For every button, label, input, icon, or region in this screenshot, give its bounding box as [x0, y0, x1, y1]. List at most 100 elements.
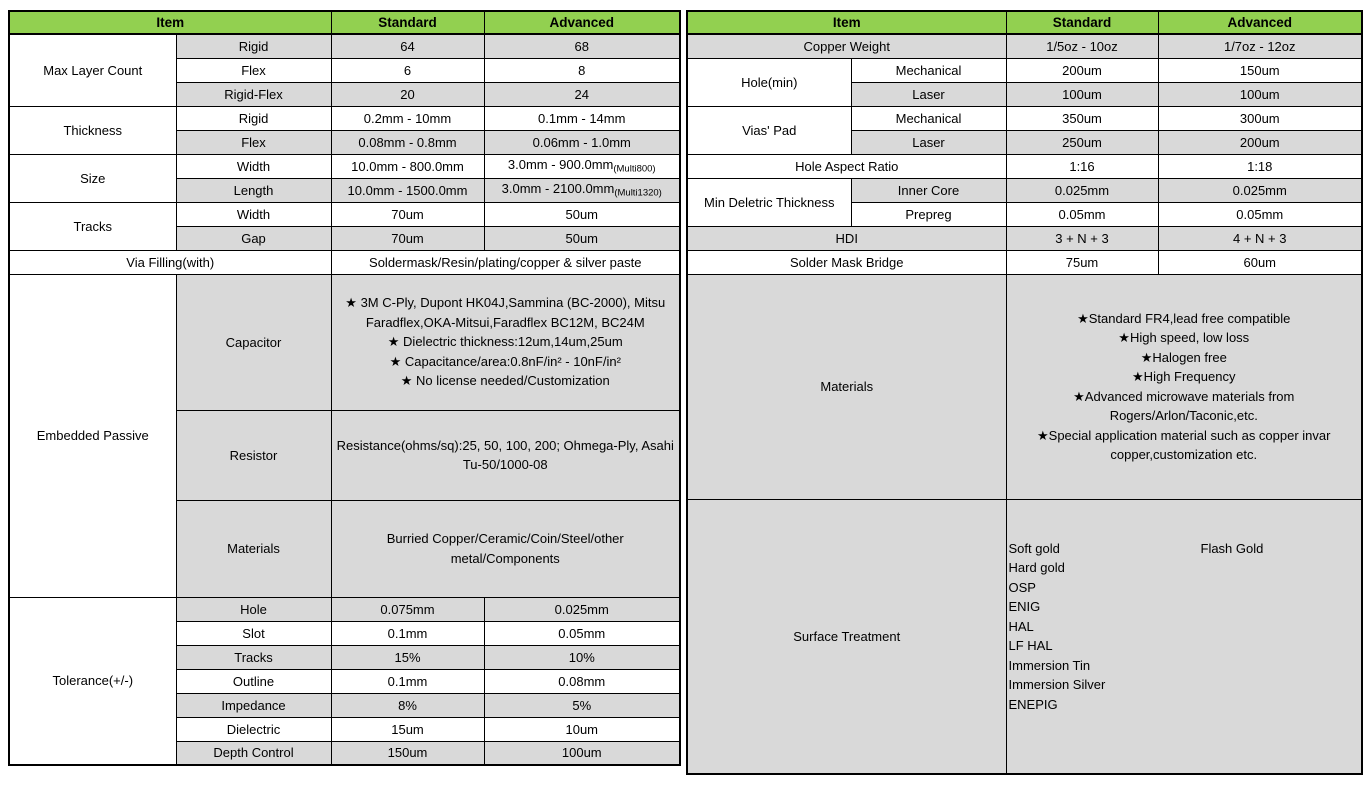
sub-item-label-cell: Flex [175, 57, 332, 83]
standard-value-cell: 15% [330, 644, 485, 670]
standard-value-cell: 64 [330, 33, 485, 59]
advanced-value-cell: 50um [483, 201, 681, 227]
standard-value-cell: 100um [1005, 81, 1159, 107]
spec-tables-container: Item Standard Advanced Max Layer Count R… [8, 10, 1366, 775]
table-row: Min Deletric Thickness Inner Core 0.025m… [686, 177, 1363, 227]
group-label-hdi: HDI [686, 225, 1007, 251]
table-row: HDI 3 + N + 3 4 + N + 3 [686, 225, 1363, 251]
sub-item-label-materials: Materials [175, 499, 332, 598]
left-col-header-standard: Standard [330, 10, 485, 35]
standard-value-cell: 0.025mm [1005, 177, 1159, 203]
advanced-value-cell: 5% [483, 692, 681, 718]
advanced-value-cell: 10um [483, 716, 681, 742]
sub-item-label-cell: Gap [175, 225, 332, 251]
advanced-value-cell: 0.1mm - 14mm [483, 105, 681, 131]
right-spec-table: Item Standard Advanced Copper Weight 1/5… [686, 10, 1363, 775]
right-col-header-advanced: Advanced [1157, 10, 1363, 35]
group-label-min-deletric-thickness: Min Deletric Thickness [686, 177, 852, 227]
group-label-solder-mask-bridge: Solder Mask Bridge [686, 249, 1007, 275]
table-row: Copper Weight 1/5oz - 10oz 1/7oz - 12oz [686, 33, 1363, 59]
standard-value-cell: 150um [330, 740, 485, 766]
table-row: Solder Mask Bridge 75um 60um [686, 249, 1363, 275]
sub-item-label-cell: Laser [850, 129, 1007, 155]
table-row: Prepreg 0.05mm 0.05mm [687, 201, 1363, 227]
group-label-thickness: Thickness [8, 105, 177, 155]
standard-value-cell: 75um [1005, 249, 1159, 275]
table-row: Hole Aspect Ratio 1:16 1:18 [686, 153, 1363, 179]
advanced-value-cell: 4 + N + 3 [1157, 225, 1363, 251]
table-row: Via Filling(with) Soldermask/Resin/plati… [8, 249, 681, 275]
table-row: Tracks 15% 10% [9, 644, 681, 670]
group-label-copper-weight: Copper Weight [686, 33, 1007, 59]
sub-item-label-cell: Flex [175, 129, 332, 155]
group-label-max-layer-count: Max Layer Count [8, 33, 177, 107]
table-row: Depth Control 150um 100um [9, 740, 681, 766]
group-label-embedded-passive: Embedded Passive [8, 273, 177, 598]
standard-value-cell: 250um [1005, 129, 1159, 155]
sub-item-label-capacitor: Capacitor [175, 273, 332, 411]
advanced-value-subscript: (Multi1320) [614, 187, 662, 199]
sub-item-label-cell: Impedance [175, 692, 332, 718]
advanced-value-cell: 0.025mm [483, 596, 681, 622]
standard-value-cell: 6 [330, 57, 485, 83]
standard-value-cell: 350um [1005, 105, 1159, 131]
sub-item-label-cell: Mechanical [850, 105, 1007, 131]
advanced-value-cell: 200um [1157, 129, 1363, 155]
standard-value-cell: 0.075mm [330, 596, 485, 622]
standard-value-cell: 15um [330, 716, 485, 742]
advanced-value-cell: 3.0mm - 2100.0mm(Multi1320) [483, 177, 681, 203]
advanced-value-cell: 8 [483, 57, 681, 83]
advanced-value-cell: 0.06mm - 1.0mm [483, 129, 681, 155]
sub-item-label-cell: Laser [850, 81, 1007, 107]
table-row: Size Width 10.0mm - 800.0mm 3.0mm - 900.… [8, 153, 681, 203]
table-row: Dielectric 15um 10um [9, 716, 681, 742]
standard-value-cell: 10.0mm - 1500.0mm [330, 177, 485, 203]
standard-value-cell: 0.05mm [1005, 201, 1159, 227]
table-row: Flex 6 8 [9, 57, 681, 83]
advanced-value-cell: 100um [483, 740, 681, 766]
group-label-size: Size [8, 153, 177, 203]
left-col-header-item: Item [8, 10, 332, 35]
left-header-row: Item Standard Advanced [8, 10, 681, 35]
group-label-materials: Materials [686, 273, 1007, 500]
standard-value-cell: 10.0mm - 800.0mm [330, 153, 485, 179]
surface-treatment-list-wrap: Soft gold Hard gold OSP ENIG HAL LF HAL … [1009, 519, 1360, 753]
sub-item-label-resistor: Resistor [175, 409, 332, 501]
table-row: Surface Treatment Soft gold Hard gold OS… [686, 498, 1363, 774]
sub-item-label-cell: Length [175, 177, 332, 203]
advanced-value-text: 3.0mm - 900.0mm [507, 157, 614, 173]
sub-item-label-cell: Width [175, 153, 332, 179]
standard-value-cell: 1:16 [1005, 153, 1159, 179]
table-row: Hole(min) Mechanical 200um 150um [686, 57, 1363, 107]
right-col-header-item: Item [686, 10, 1007, 35]
right-col-header-standard: Standard [1005, 10, 1159, 35]
left-col-header-advanced: Advanced [483, 10, 681, 35]
table-row: Flex 0.08mm - 0.8mm 0.06mm - 1.0mm [9, 129, 681, 155]
advanced-value-cell: 68 [483, 33, 681, 59]
advanced-value-cell: 0.05mm [1157, 201, 1363, 227]
table-row: Embedded Passive Capacitor ★ 3M C-Ply, D… [8, 273, 681, 598]
standard-value-cell: 0.2mm - 10mm [330, 105, 485, 131]
standard-value-cell: 8% [330, 692, 485, 718]
surface-treatment-details-cell: Soft gold Hard gold OSP ENIG HAL LF HAL … [1005, 498, 1363, 774]
advanced-value-cell: 24 [483, 81, 681, 107]
group-label-surface-treatment: Surface Treatment [686, 498, 1007, 774]
standard-value-cell: 0.1mm [330, 620, 485, 646]
sub-item-label-cell: Tracks [175, 644, 332, 670]
sub-item-label-cell: Dielectric [175, 716, 332, 742]
surface-treatment-flash-gold: Flash Gold [1200, 541, 1264, 556]
table-row: Tolerance(+/-) Hole 0.075mm 0.025mm [8, 596, 681, 766]
table-row: Resistor Resistance(ohms/sq):25, 50, 100… [9, 409, 681, 501]
advanced-value-cell: 1:18 [1157, 153, 1363, 179]
sub-item-label-cell: Rigid [175, 33, 332, 59]
advanced-value-cell: 10% [483, 644, 681, 670]
advanced-value-cell: 3.0mm - 900.0mm(Multi800) [483, 153, 681, 179]
left-spec-table: Item Standard Advanced Max Layer Count R… [8, 10, 681, 766]
standard-value-cell: 0.08mm - 0.8mm [330, 129, 485, 155]
materials-details-cell: ★Standard FR4,lead free compatible ★High… [1005, 273, 1363, 500]
advanced-value-cell: 0.05mm [483, 620, 681, 646]
via-filling-value-cell: Soldermask/Resin/plating/copper & silver… [330, 249, 681, 275]
advanced-value-cell: 50um [483, 225, 681, 251]
table-row: Laser 250um 200um [687, 129, 1363, 155]
advanced-value-cell: 150um [1157, 57, 1363, 83]
